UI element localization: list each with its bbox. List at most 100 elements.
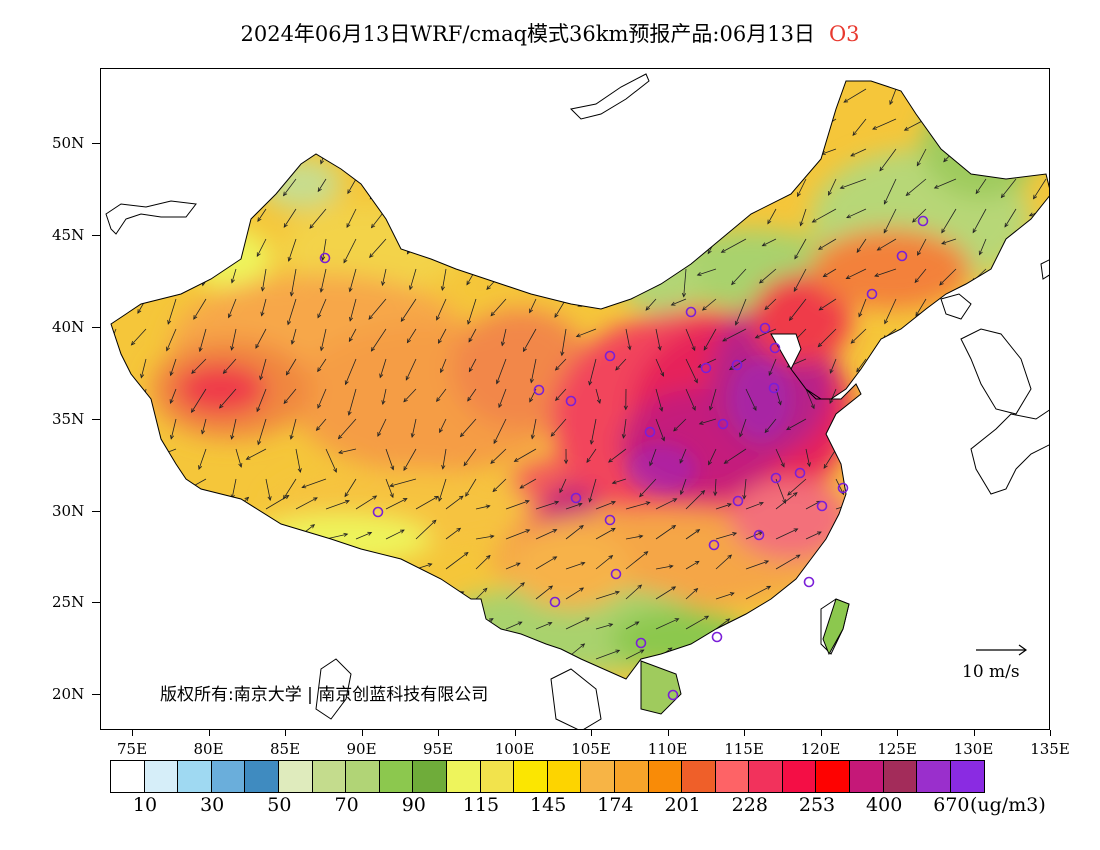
wind-arrow — [317, 298, 327, 319]
wind-reference-arrow — [976, 644, 1028, 656]
wind-arrow — [1000, 88, 1017, 113]
wind-arrow — [979, 448, 987, 469]
wind-arrow — [817, 238, 837, 250]
wind-arrow — [625, 649, 645, 660]
wind-arrow — [265, 651, 289, 660]
wind-arrow — [265, 622, 286, 630]
wind-arrow — [535, 529, 558, 540]
wind-arrow — [883, 208, 897, 234]
wind-arrow — [385, 591, 411, 600]
station-marker — [372, 506, 384, 518]
lat-tick — [92, 327, 100, 328]
wind-arrow — [653, 118, 658, 140]
wind-arrow — [764, 418, 777, 434]
wind-arrow — [925, 499, 938, 510]
wind-arrow — [526, 118, 537, 139]
wind-arrow — [595, 623, 614, 630]
wind-arrow — [355, 495, 378, 510]
wind-arrow — [930, 328, 957, 342]
wind-arrow — [256, 388, 267, 413]
colorbar-swatch — [614, 761, 649, 792]
wind-arrow — [116, 683, 129, 689]
lon-tick — [667, 730, 669, 736]
wind-arrow — [465, 478, 477, 497]
colorbar-swatch — [883, 761, 918, 792]
wind-arrow — [677, 208, 687, 225]
wind-arrow — [115, 563, 136, 570]
wind-arrow — [529, 178, 537, 207]
wind-arrow — [1015, 586, 1040, 600]
wind-arrow — [745, 501, 764, 510]
lon-label: 80E — [193, 740, 224, 758]
station-marker — [769, 342, 781, 354]
wind-arrow — [205, 590, 228, 600]
station-marker — [533, 384, 545, 396]
wind-arrow — [917, 238, 927, 256]
colorbar-label: 50 — [267, 794, 292, 816]
wind-arrow — [415, 651, 437, 660]
wind-arrow — [407, 208, 417, 229]
wind-arrow — [255, 88, 267, 102]
wind-arrow — [655, 358, 665, 377]
wind-arrow — [715, 673, 735, 679]
wind-arrow — [553, 268, 567, 289]
colorbar-swatch — [648, 761, 683, 792]
wind-arrow — [835, 524, 855, 540]
lon-tick — [438, 730, 439, 736]
wind-arrow — [530, 418, 537, 440]
wind-arrow — [681, 268, 687, 298]
wind-arrow — [595, 649, 621, 660]
lon-tick — [514, 730, 516, 736]
wind-arrow — [130, 418, 147, 442]
wind-arrow — [613, 268, 627, 292]
wind-arrow — [475, 587, 488, 600]
wind-arrow — [965, 118, 987, 138]
wind-arrow — [220, 88, 237, 108]
wind-arrow — [625, 621, 640, 630]
wind-arrow — [685, 615, 710, 630]
wind-arrow — [505, 499, 530, 510]
wind-arrow — [265, 561, 280, 570]
wind-arrow — [649, 448, 657, 467]
wind-arrow — [822, 268, 837, 278]
wind-arrow — [437, 148, 447, 176]
lon-tick — [1050, 730, 1051, 736]
lon-label: 90E — [346, 740, 377, 758]
wind-arrow — [205, 556, 229, 570]
wind-arrow — [856, 238, 867, 254]
wind-arrow — [169, 268, 177, 285]
colorbar-swatch — [379, 761, 414, 792]
wind-arrow — [734, 118, 747, 133]
wind-arrow — [955, 560, 979, 570]
wind-arrow — [985, 564, 1003, 570]
wind-arrow — [385, 498, 408, 510]
wind-arrow — [941, 238, 957, 245]
wind-arrow — [287, 148, 297, 175]
wind-arrow — [1045, 504, 1049, 510]
station-marker — [803, 576, 815, 588]
wind-arrow — [439, 358, 447, 374]
lat-tick — [92, 143, 100, 144]
wind-arrow — [950, 478, 957, 494]
wind-arrow — [145, 496, 162, 510]
wind-arrow — [295, 644, 313, 660]
wind-arrow — [589, 418, 597, 445]
wind-arrow — [475, 554, 491, 570]
wind-arrow — [805, 613, 827, 630]
wind-arrow — [1046, 683, 1050, 689]
lon-tick — [897, 730, 898, 736]
wind-arrow — [517, 88, 537, 108]
wind-arrow — [381, 268, 387, 287]
wind-arrow — [175, 523, 192, 540]
wind-arrow — [703, 328, 717, 351]
wind-arrow — [535, 556, 558, 570]
wind-arrow — [111, 118, 117, 139]
wind-arrow — [939, 268, 957, 286]
wind-arrow — [550, 418, 567, 437]
wind-arrow — [554, 358, 567, 371]
wind-arrow — [704, 148, 717, 163]
colorbar-swatch — [144, 761, 179, 792]
wind-arrow — [111, 238, 117, 253]
wind-arrow — [165, 238, 177, 265]
wind-arrow — [259, 358, 267, 381]
